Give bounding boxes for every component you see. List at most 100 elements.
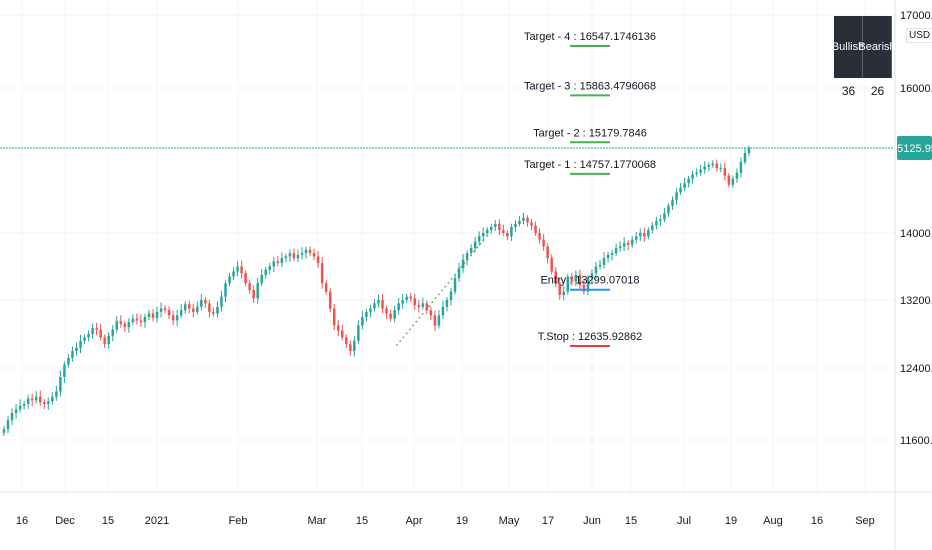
x-tick-label: 2021 xyxy=(145,515,169,527)
y-tick-label: 14000.00 xyxy=(900,228,932,240)
trend-dot xyxy=(479,242,482,245)
y-tick-label: 17000.00 xyxy=(900,10,932,22)
candle-body xyxy=(196,306,199,312)
candle-body xyxy=(30,398,34,401)
y-tick-label: 12400.00 xyxy=(900,363,932,375)
candle-body xyxy=(441,306,445,316)
x-tick-label: 15 xyxy=(102,515,114,527)
candle-body xyxy=(341,330,344,338)
x-tick-label: 15 xyxy=(625,515,637,527)
candle-body xyxy=(485,229,489,233)
candle-body xyxy=(99,329,102,338)
candle-body xyxy=(397,303,400,311)
candle-body xyxy=(457,268,461,279)
candle-body xyxy=(183,304,187,311)
candle-body xyxy=(679,187,682,193)
candle-body xyxy=(606,254,610,259)
candle-body xyxy=(288,253,292,257)
candle-body xyxy=(107,335,110,345)
candle-body xyxy=(111,329,114,336)
candle-body xyxy=(212,311,215,314)
candle-body xyxy=(393,310,396,319)
candle-body xyxy=(2,429,6,433)
x-tick-label: Jul xyxy=(677,515,691,527)
candle-body xyxy=(377,300,380,304)
candle-body xyxy=(26,398,30,404)
current-price-label: 15125.95 xyxy=(891,143,932,155)
candle-body xyxy=(691,174,694,179)
candle-body xyxy=(437,315,441,326)
candle-body xyxy=(381,300,384,309)
candle-body xyxy=(614,248,618,254)
candle-body xyxy=(224,283,227,297)
candle-body xyxy=(155,311,159,318)
candle-body xyxy=(494,223,497,227)
candle-body xyxy=(115,321,119,330)
candle-body xyxy=(538,233,541,240)
candle-body xyxy=(79,340,82,348)
candle-body xyxy=(55,391,58,397)
trend-dot xyxy=(412,324,414,327)
stats-header-bullish: Bullish xyxy=(832,16,864,78)
x-tick-label: Mar xyxy=(308,515,327,527)
trend-dot xyxy=(402,336,405,339)
candle-body xyxy=(566,276,570,292)
candle-body xyxy=(75,347,78,351)
x-tick-label: Apr xyxy=(405,515,422,527)
candle-body xyxy=(312,253,316,257)
candle-body xyxy=(369,308,372,312)
candle-body xyxy=(550,258,553,272)
candle-body xyxy=(687,178,690,184)
candle-body xyxy=(711,163,715,166)
trend-dot xyxy=(431,301,434,304)
x-tick-label: May xyxy=(499,515,520,527)
candle-body xyxy=(38,396,42,403)
candle-body xyxy=(43,402,46,404)
candle-body xyxy=(530,222,533,226)
candle-body xyxy=(220,296,223,307)
trend-dot xyxy=(396,344,398,346)
candle-body xyxy=(328,291,332,309)
candle-body xyxy=(204,300,207,304)
candle-body xyxy=(361,317,364,326)
candle-body xyxy=(506,233,509,237)
candle-body xyxy=(594,266,598,274)
candle-body xyxy=(179,310,183,316)
trend-dot xyxy=(444,285,447,288)
candle-body xyxy=(357,325,360,341)
candle-body xyxy=(417,305,421,307)
candle-body xyxy=(151,313,155,318)
trend-dot xyxy=(447,281,450,284)
candle-body xyxy=(316,256,320,264)
candle-body xyxy=(308,249,312,254)
stats-value-bearish: 26 xyxy=(870,84,885,98)
candle-body xyxy=(502,229,505,233)
candle-body xyxy=(260,274,263,284)
candle-body xyxy=(264,269,268,275)
candle-body xyxy=(429,310,433,316)
candle-body xyxy=(268,266,272,270)
trend-dot xyxy=(408,328,411,331)
signal-stats-table: Bullish Bearish 36 26 xyxy=(832,16,896,104)
candle-body xyxy=(292,253,296,259)
candle-body xyxy=(280,258,284,264)
candle-body xyxy=(272,261,276,267)
candle-body xyxy=(131,318,135,323)
candle-body xyxy=(252,289,255,299)
x-tick-label: Aug xyxy=(763,515,783,527)
x-tick-label: Feb xyxy=(229,515,248,527)
trend-dot xyxy=(441,289,443,292)
candle-body xyxy=(365,311,368,317)
candle-body xyxy=(139,320,143,323)
candle-body xyxy=(739,162,743,173)
annotation-target-label: Target - 4 : 16547.1746136 xyxy=(524,31,656,43)
candle-body xyxy=(727,175,731,185)
candle-body xyxy=(216,306,219,314)
trend-dot xyxy=(460,266,463,269)
candle-body xyxy=(51,396,54,402)
x-tick-label: 19 xyxy=(725,515,737,527)
candle-body xyxy=(389,313,392,319)
candle-body xyxy=(22,404,26,406)
candle-body xyxy=(719,168,723,170)
